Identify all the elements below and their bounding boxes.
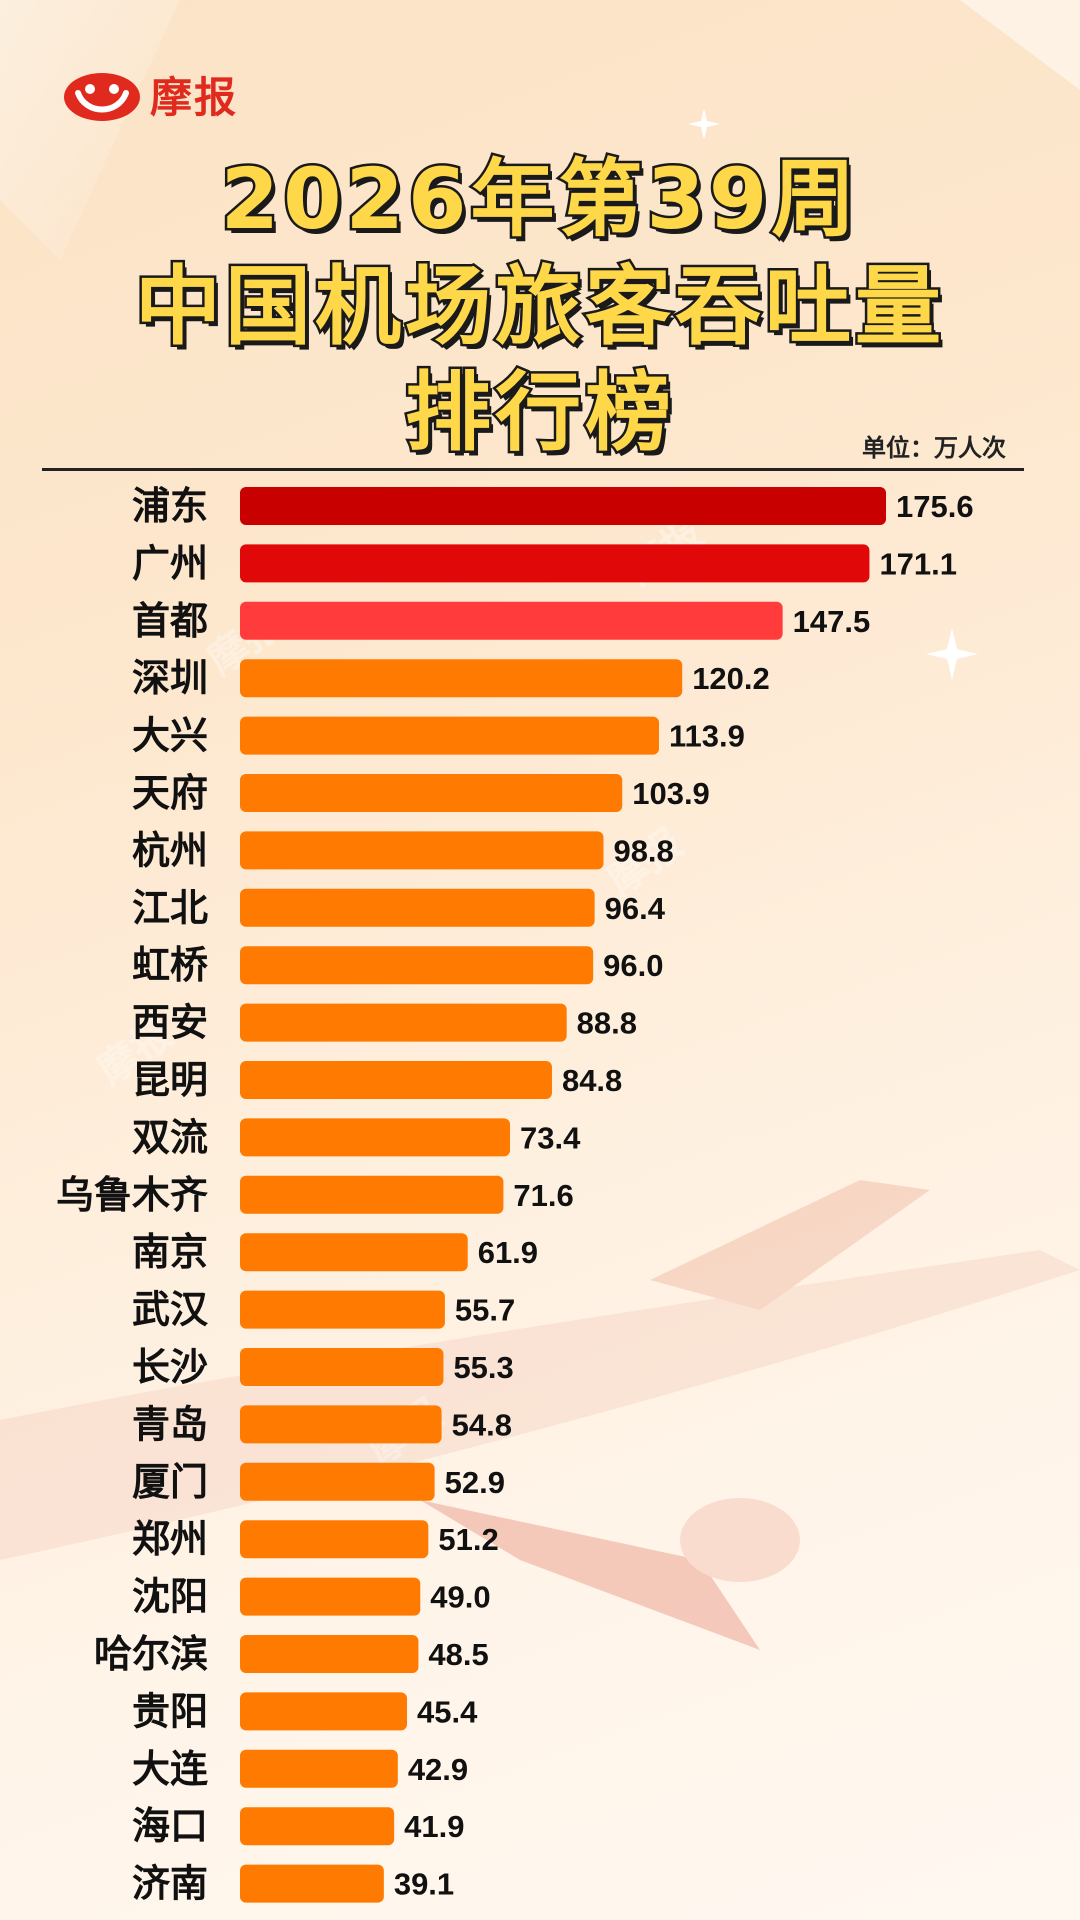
bar — [240, 601, 783, 640]
value-label: 84.8 — [562, 1063, 622, 1098]
value-label: 42.9 — [408, 1752, 468, 1787]
value-label: 71.6 — [513, 1178, 573, 1213]
title-line-1: 2026年第39周 — [218, 148, 860, 251]
bar — [240, 487, 886, 525]
category-label: 贵阳 — [132, 1689, 208, 1733]
logo-text: 摩报 — [150, 73, 239, 122]
category-label: 厦门 — [132, 1460, 208, 1504]
value-label: 103.9 — [632, 776, 710, 811]
sparkle-icon — [688, 108, 720, 140]
category-label: 沈阳 — [132, 1575, 208, 1619]
bar — [240, 1864, 384, 1903]
bar-chart: 摩报摩报摩报摩报摩报浦东175.6广州171.1首都147.5深圳120.2大兴… — [56, 484, 974, 1906]
category-label: 长沙 — [132, 1345, 208, 1389]
header-divider — [42, 468, 1024, 471]
value-label: 51.2 — [438, 1522, 498, 1557]
value-label: 41.9 — [404, 1809, 464, 1844]
value-label: 147.5 — [793, 604, 871, 639]
value-label: 45.4 — [417, 1694, 478, 1729]
category-label: 天府 — [132, 771, 208, 815]
category-label: 青岛 — [132, 1402, 208, 1446]
title-line-3: 排行榜 — [403, 361, 675, 466]
bar — [240, 1118, 511, 1157]
category-label: 杭州 — [132, 828, 208, 872]
category-label: 虹桥 — [132, 943, 208, 987]
category-label: 海口 — [132, 1804, 208, 1848]
value-label: 88.8 — [577, 1006, 637, 1041]
category-label: 大兴 — [132, 714, 208, 758]
value-label: 113.9 — [669, 719, 745, 754]
category-label: 昆明 — [132, 1058, 208, 1102]
title-line-2: 中国机场旅客吞吐量 — [133, 255, 945, 360]
category-label: 广州 — [132, 541, 208, 585]
category-label: 济南 — [132, 1862, 208, 1906]
value-label: 61.9 — [478, 1235, 538, 1270]
brand-logo: 摩报 — [60, 64, 238, 125]
category-label: 首都 — [132, 599, 208, 643]
bar — [240, 1462, 435, 1501]
category-label: 乌鲁木齐 — [56, 1173, 208, 1217]
value-label: 175.6 — [896, 489, 974, 524]
value-label: 120.2 — [692, 661, 770, 696]
value-label: 55.7 — [455, 1293, 515, 1328]
category-label: 西安 — [132, 1001, 208, 1045]
value-label: 48.5 — [428, 1637, 488, 1672]
value-label: 39.1 — [394, 1867, 454, 1902]
sparkle-icon — [926, 628, 978, 680]
value-label: 49.0 — [430, 1580, 490, 1615]
value-label: 55.3 — [453, 1350, 513, 1385]
bar — [240, 1233, 468, 1272]
bar — [240, 1348, 444, 1386]
bar — [240, 1061, 552, 1099]
category-label: 武汉 — [132, 1288, 209, 1332]
value-label: 171.1 — [879, 546, 957, 581]
bar — [240, 888, 595, 927]
bar — [240, 1175, 504, 1214]
bar — [240, 831, 604, 870]
bar — [240, 1577, 421, 1616]
category-label: 双流 — [132, 1115, 208, 1159]
category-label: 哈尔滨 — [94, 1632, 208, 1676]
value-label: 98.8 — [613, 833, 673, 868]
bar — [240, 1807, 395, 1846]
bar — [240, 544, 870, 583]
category-label: 浦东 — [132, 484, 208, 528]
bar — [240, 774, 623, 812]
bar — [240, 1405, 442, 1444]
unit-label: 单位：万人次 — [862, 434, 1006, 462]
category-label: 南京 — [132, 1230, 208, 1274]
category-label: 深圳 — [132, 656, 208, 700]
bar — [240, 1290, 445, 1329]
value-label: 96.4 — [605, 891, 666, 926]
bar — [240, 1520, 429, 1559]
bar — [240, 1635, 419, 1673]
bar — [240, 716, 660, 755]
category-label: 大连 — [132, 1747, 208, 1791]
bar — [240, 1692, 408, 1731]
category-label: 江北 — [132, 886, 208, 930]
bar — [240, 1749, 398, 1788]
category-label: 郑州 — [132, 1517, 208, 1561]
value-label: 96.0 — [603, 948, 663, 983]
bar — [240, 1003, 567, 1042]
value-label: 52.9 — [445, 1465, 505, 1500]
value-label: 54.8 — [452, 1407, 512, 1442]
bar — [240, 946, 594, 985]
mobao-logo-icon — [64, 72, 140, 121]
value-label: 73.4 — [520, 1120, 581, 1155]
bar — [240, 659, 683, 698]
